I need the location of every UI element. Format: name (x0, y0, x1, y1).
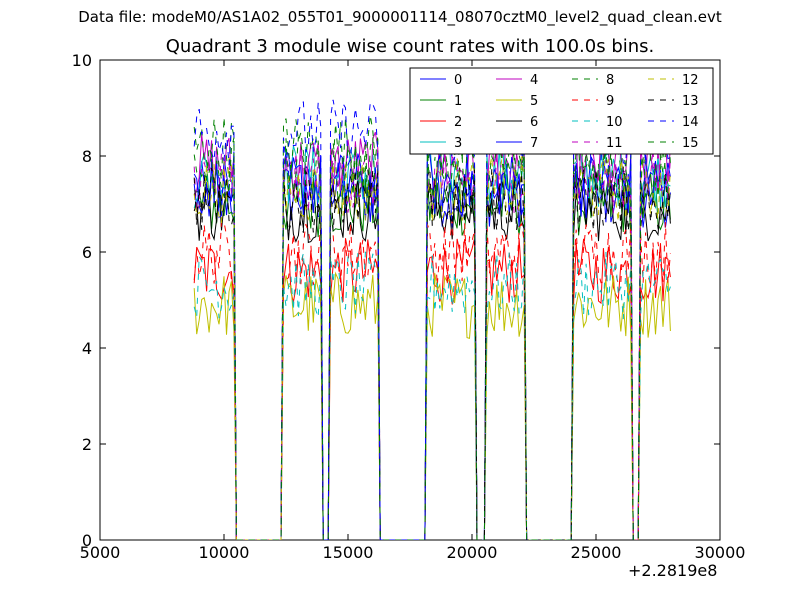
series-line-9 (193, 220, 671, 540)
x-tick-label: 25000 (571, 543, 622, 562)
legend-label-5: 5 (530, 94, 538, 109)
x-tick-label: 5000 (80, 543, 121, 562)
series-line-10 (193, 251, 671, 540)
series-line-5 (193, 271, 671, 540)
series-line-11 (193, 145, 671, 540)
legend-label-13: 13 (682, 94, 699, 109)
y-tick-label: 0 (82, 531, 92, 550)
data-file-label: Data file: modeM0/AS1A02_055T01_90000011… (78, 8, 722, 26)
x-tick-label: 30000 (695, 543, 746, 562)
legend-label-2: 2 (454, 115, 462, 130)
y-tick-label: 4 (82, 339, 92, 358)
y-tick-label: 2 (82, 435, 92, 454)
legend-label-1: 1 (454, 94, 462, 109)
x-tick-label: 10000 (199, 543, 250, 562)
legend-label-14: 14 (682, 115, 699, 130)
series-line-2 (193, 238, 671, 540)
chart-title: Quadrant 3 module wise count rates with … (165, 36, 655, 57)
legend-label-6: 6 (530, 115, 538, 130)
y-tick-label: 8 (82, 147, 92, 166)
legend-label-0: 0 (454, 73, 462, 88)
y-tick-label: 10 (72, 51, 92, 70)
legend-label-4: 4 (530, 73, 538, 88)
legend-label-9: 9 (606, 94, 614, 109)
x-axis-offset-label: +2.2819e8 (628, 561, 718, 580)
x-tick-label: 15000 (323, 543, 374, 562)
legend-label-12: 12 (682, 73, 699, 88)
series-line-13 (193, 166, 671, 540)
x-tick-label: 20000 (447, 543, 498, 562)
series-line-6 (193, 176, 671, 540)
legend-label-3: 3 (454, 136, 462, 151)
legend-label-8: 8 (606, 73, 614, 88)
legend-label-7: 7 (530, 136, 538, 151)
legend-label-15: 15 (682, 136, 699, 151)
legend-label-11: 11 (606, 136, 623, 151)
y-tick-label: 6 (82, 243, 92, 262)
legend-label-10: 10 (606, 115, 623, 130)
legend-box (409, 67, 714, 155)
series-line-15 (193, 136, 671, 540)
